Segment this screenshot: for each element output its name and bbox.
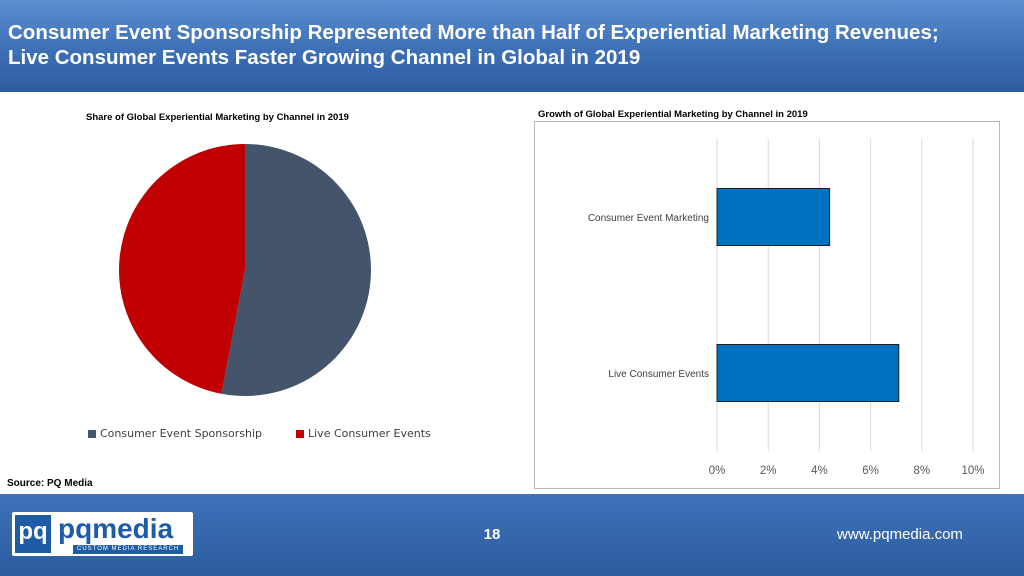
slide-title-line-1: Consumer Event Sponsorship Represented M… bbox=[8, 21, 939, 44]
x-tick-label: 4% bbox=[811, 465, 828, 477]
legend-label-live: Live Consumer Events bbox=[308, 427, 431, 440]
x-tick-label: 10% bbox=[961, 465, 984, 477]
category-label: Consumer Event Marketing bbox=[588, 213, 709, 224]
pie-legend-item-live: Live Consumer Events bbox=[296, 427, 431, 440]
legend-label-sponsorship: Consumer Event Sponsorship bbox=[100, 427, 262, 440]
pie-slice-live bbox=[118, 144, 245, 394]
slide-title: Consumer Event Sponsorship Represented M… bbox=[8, 20, 1018, 70]
logo-wordmark: pqmedia bbox=[58, 513, 174, 544]
website-link[interactable]: www.pqmedia.com bbox=[837, 526, 963, 543]
x-tick-label: 6% bbox=[862, 465, 879, 477]
pie-chart-title: Share of Global Experiential Marketing b… bbox=[86, 112, 349, 123]
bar-chart-title: Growth of Global Experiential Marketing … bbox=[538, 109, 808, 120]
bar-live-consumer-events bbox=[716, 344, 900, 402]
source-note: Source: PQ Media bbox=[7, 478, 93, 489]
bar-chart-frame bbox=[534, 121, 1000, 489]
legend-swatch-sponsorship bbox=[88, 429, 96, 438]
pie-chart bbox=[118, 144, 371, 396]
title-band bbox=[0, 0, 1024, 92]
pie-slice-sponsorship bbox=[221, 144, 371, 396]
pqmedia-logo: pq pqmedia CUSTOM MEDIA RESEARCH bbox=[12, 512, 193, 556]
bar-consumer-event-marketing bbox=[716, 188, 831, 246]
bar-chart: 0% 2% 4% 6% 8% 10% Consumer Event Marketing Liv… bbox=[588, 139, 985, 477]
slide-title-line-2: Live Consumer Events Faster Growing Chan… bbox=[8, 46, 641, 69]
category-label: Live Consumer Events bbox=[608, 369, 709, 380]
logo-tagline: CUSTOM MEDIA RESEARCH bbox=[73, 545, 184, 554]
pie-legend-item-sponsorship: Consumer Event Sponsorship bbox=[88, 427, 262, 440]
x-tick-label: 8% bbox=[913, 465, 930, 477]
x-tick-label: 2% bbox=[760, 465, 777, 477]
page-number: 18 bbox=[483, 526, 501, 543]
logo-badge: pq bbox=[15, 515, 51, 553]
x-tick-label: 0% bbox=[709, 465, 726, 477]
legend-swatch-live bbox=[296, 429, 304, 438]
